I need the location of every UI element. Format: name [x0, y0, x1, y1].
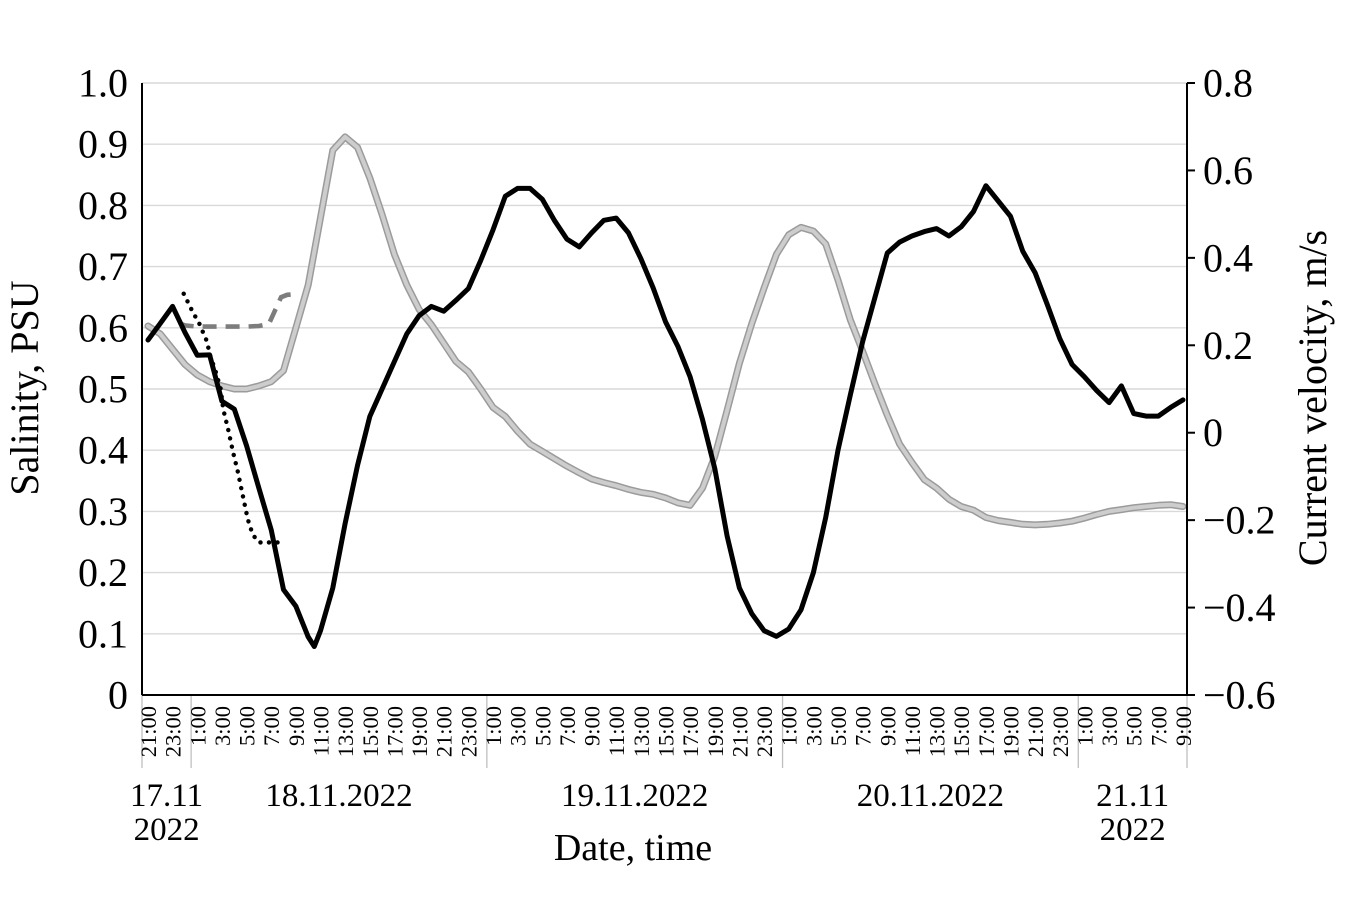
x-axis-tick-label: 15:00 — [949, 706, 974, 757]
left-axis-tick-label: 0.5 — [78, 367, 128, 412]
x-axis-tick-label: 13:00 — [629, 706, 654, 757]
x-axis-tick-label: 19:00 — [999, 706, 1024, 757]
right-axis-tick-label: −0.2 — [1203, 498, 1276, 543]
x-axis-tick-label: 23:00 — [161, 706, 186, 757]
x-axis-tick-label: 9:00 — [875, 706, 900, 746]
left-axis-tick-labels: 1.0 0.9 0.8 0.7 0.6 0.5 0.4 0.3 0.2 0.1 0 — [78, 61, 128, 718]
right-axis-tick-label: −0.4 — [1203, 585, 1276, 630]
left-axis-tick-label: 0.8 — [78, 183, 128, 228]
axes — [141, 82, 1195, 696]
series-line-gray-dashed — [179, 291, 297, 329]
x-axis-tick-label: 17:00 — [974, 706, 999, 757]
x-axis-tick-label: 23:00 — [456, 706, 481, 757]
date-label: 17.11 — [130, 778, 203, 814]
series-line-gray-solid-casing — [144, 133, 1187, 529]
left-axis-tick-label: 0.6 — [78, 305, 128, 350]
x-axis-tick-label: 3:00 — [210, 706, 235, 746]
left-axis-tick-label: 0.1 — [78, 611, 128, 656]
x-axis-tick-label: 19:00 — [407, 706, 432, 757]
x-axis-tick-label: 13:00 — [333, 706, 358, 757]
x-axis-tick-label: 3:00 — [801, 706, 826, 746]
x-axis-tick-label: 11:00 — [309, 706, 334, 756]
left-axis-tick-label: 0.2 — [78, 550, 128, 595]
x-axis-tick-label: 23:00 — [1048, 706, 1073, 757]
series-line-gray-solid — [146, 134, 1185, 527]
x-axis-tick-label: 11:00 — [900, 706, 925, 756]
right-axis-tick-label: 0.4 — [1203, 235, 1253, 280]
x-axis-tick-label: 17:00 — [382, 706, 407, 757]
right-axis-tick-labels: 0.8 0.6 0.4 0.2 0 −0.2 −0.4 −0.6 — [1203, 61, 1276, 718]
x-axis-tick-label: 23:00 — [752, 706, 777, 757]
x-axis-tick-label: 1:00 — [481, 706, 506, 746]
left-axis-tick-label: 1.0 — [78, 61, 128, 106]
date-label: 20.11.2022 — [857, 778, 1004, 814]
left-axis-tick-label: 0.9 — [78, 122, 128, 167]
x-axis-tick-labels: 21:00 23:00 1:00 3:00 5:00 7:00 9:00 11:00 13:00… — [136, 706, 1196, 757]
date-label: 2022 — [134, 812, 200, 848]
right-axis-title: Current velocity, m/s — [1290, 230, 1335, 566]
x-axis-tick-label: 5:00 — [235, 706, 260, 746]
gridlines — [142, 82, 1187, 635]
right-axis-tick-label: 0 — [1203, 410, 1223, 455]
x-axis-tick-label: 7:00 — [259, 706, 284, 746]
x-axis-tick-label: 5:00 — [1122, 706, 1147, 746]
date-label: 19.11.2022 — [561, 778, 708, 814]
x-axis-tick-label: 9:00 — [284, 706, 309, 746]
x-axis-tick-label: 21:00 — [1023, 706, 1048, 757]
x-axis-tick-label: 19:00 — [703, 706, 728, 757]
left-axis-tick-label: 0.7 — [78, 244, 128, 289]
x-axis-tick-label: 9:00 — [580, 706, 605, 746]
right-axis-tick-label: 0.2 — [1203, 323, 1253, 368]
date-label: 21.11 — [1096, 778, 1169, 814]
x-axis-tick-label: 7:00 — [851, 706, 876, 746]
left-axis-title: Salinity, PSU — [2, 280, 47, 495]
x-axis-tick-label: 1:00 — [185, 706, 210, 746]
x-axis-tick-label: 3:00 — [506, 706, 531, 746]
x-axis-tick-label: 17:00 — [678, 706, 703, 757]
date-label: 2022 — [1100, 812, 1166, 848]
x-axis-tick-label: 1:00 — [1072, 706, 1097, 746]
x-axis-tick-label: 3:00 — [1097, 706, 1122, 746]
x-axis-tick-label: 21:00 — [432, 706, 457, 757]
x-axis-tick-label: 5:00 — [826, 706, 851, 746]
x-axis-title: Date, time — [554, 827, 712, 869]
x-axis-tick-label: 11:00 — [604, 706, 629, 756]
x-axis-tick-label: 7:00 — [555, 706, 580, 746]
series-line-black-solid — [145, 183, 1186, 649]
x-axis-tick-label: 21:00 — [136, 706, 161, 757]
left-axis-tick-label: 0 — [108, 673, 128, 718]
x-axis-tick-label: 1:00 — [777, 706, 802, 746]
x-axis-tick-label: 9:00 — [1171, 706, 1196, 746]
x-axis-tick-label: 15:00 — [654, 706, 679, 757]
right-axis-tick-label: 0.8 — [1203, 61, 1253, 106]
x-axis-tick-label: 5:00 — [530, 706, 555, 746]
date-separators — [141, 695, 1188, 768]
x-axis-tick-label: 7:00 — [1146, 706, 1171, 746]
right-axis-tick-label: 0.6 — [1203, 148, 1253, 193]
x-axis-tick-label: 13:00 — [925, 706, 950, 757]
left-axis-tick-label: 0.4 — [78, 428, 128, 473]
series-line-black-dotted — [181, 291, 286, 545]
right-axis-tick-label: −0.6 — [1203, 673, 1276, 718]
x-axis-tick-label: 21:00 — [727, 706, 752, 757]
left-axis-tick-label: 0.3 — [78, 489, 128, 534]
date-label: 18.11.2022 — [265, 778, 412, 814]
x-axis-tick-label: 15:00 — [358, 706, 383, 757]
series-lines — [144, 133, 1187, 649]
